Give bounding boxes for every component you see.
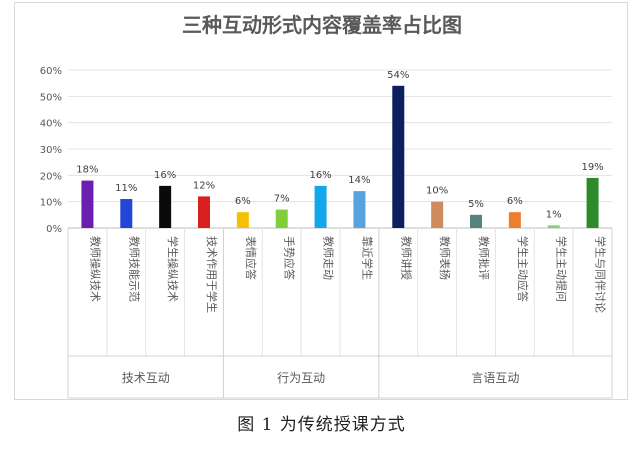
x-tick-label: 靠近学生 (360, 236, 374, 280)
data-label: 54% (387, 70, 409, 81)
bar (159, 185, 172, 228)
y-tick-label: 30% (40, 145, 62, 156)
data-label: 12% (193, 180, 215, 191)
bar (392, 85, 405, 228)
x-tick-label: 教师表扬 (438, 236, 452, 280)
y-tick-label: 20% (40, 171, 62, 182)
data-label: 7% (274, 194, 290, 205)
group-label: 言语互动 (471, 371, 519, 385)
x-tick-label: 学生主动提问 (555, 236, 569, 302)
data-label: 16% (154, 170, 176, 181)
x-tick-label: 手势应答 (283, 236, 297, 280)
data-label: 10% (426, 186, 448, 197)
data-label: 19% (581, 162, 603, 173)
bar (547, 225, 560, 228)
y-tick-label: 50% (40, 92, 62, 103)
group-label: 行为互动 (277, 371, 325, 385)
x-tick-label: 学生主动应答 (516, 236, 530, 302)
bar (314, 185, 327, 228)
data-label: 18% (76, 165, 98, 176)
x-tick-label: 教师批评 (477, 236, 491, 280)
bar (431, 201, 444, 228)
data-label: 11% (115, 183, 137, 194)
bar (120, 199, 133, 228)
bar (198, 196, 210, 228)
y-tick-label: 0% (46, 224, 62, 235)
bar (81, 180, 94, 228)
x-tick-label: 教师走动 (322, 236, 335, 280)
x-tick-label: 表情应答 (244, 236, 258, 280)
x-tick-label: 教师操纵技术 (88, 236, 102, 302)
bar (353, 191, 366, 228)
x-tick-label: 教师讲授 (399, 236, 413, 280)
bar (470, 214, 482, 228)
bar (508, 212, 521, 228)
x-tick-label: 学生与同伴讨论 (594, 236, 608, 313)
group-label: 技术互动 (122, 371, 170, 385)
data-label: 16% (309, 170, 331, 181)
data-label: 5% (468, 199, 484, 210)
figure-caption: 图 1 为传统授课方式 (237, 415, 406, 435)
data-label: 1% (546, 209, 562, 220)
bar (236, 212, 249, 228)
bar (275, 209, 288, 228)
x-tick-label: 学生操纵技术 (166, 236, 180, 302)
data-label: 6% (235, 196, 251, 207)
bar-chart: 三种互动形式内容覆盖率占比图 0% 10% 20% 30% 40% 50% 60% 18% 教… (40, 13, 613, 399)
data-label: 14% (348, 175, 370, 186)
chart-title: 三种互动形式内容覆盖率占比图 (182, 13, 462, 37)
y-tick-label: 40% (40, 119, 62, 130)
bar (586, 177, 599, 228)
x-tick-label: 技术作用于学生 (205, 236, 219, 313)
x-tick-label: 教师技能示范 (127, 236, 141, 302)
y-tick-label: 10% (40, 198, 62, 209)
y-tick-label: 60% (40, 66, 62, 77)
data-label: 6% (507, 196, 523, 207)
